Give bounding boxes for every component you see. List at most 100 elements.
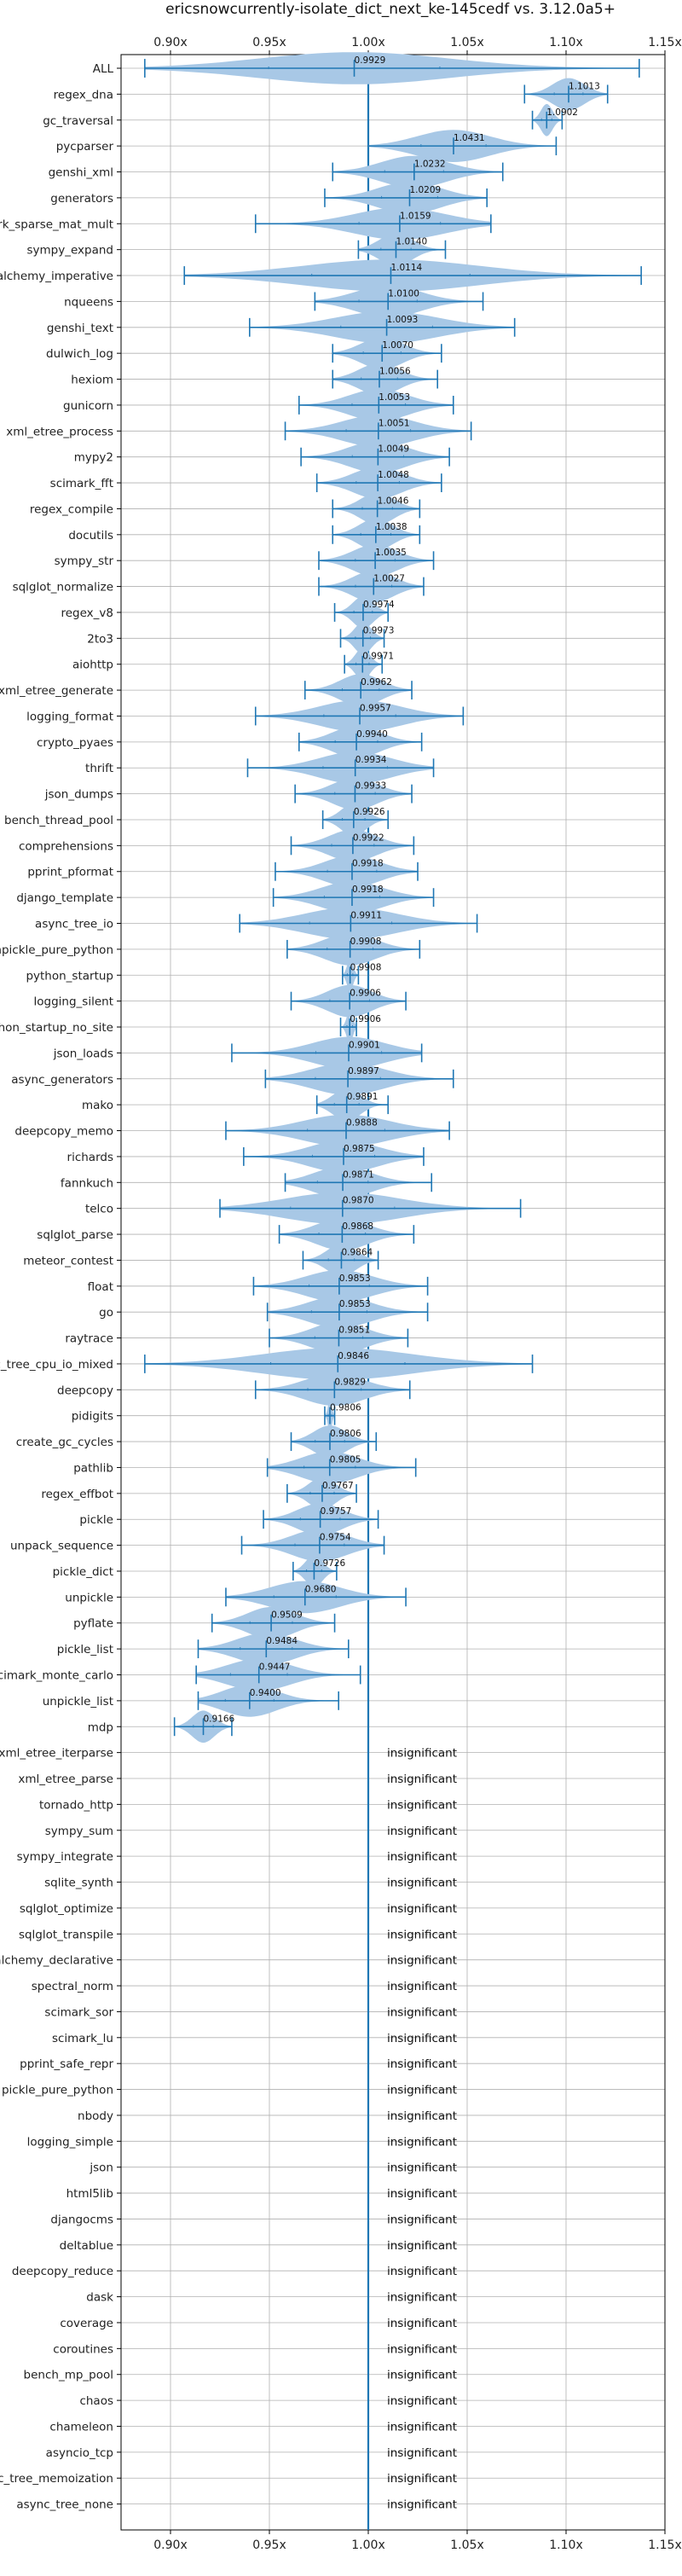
benchmark-label: xml_etree_process (6, 425, 113, 438)
label-layer: ALL regex_dna gc_traversal pycparser genshi_… (0, 55, 600, 2512)
value-label: 0.9851 (338, 1326, 370, 1336)
benchmark-label: json (89, 2161, 113, 2175)
x-tick-label-bottom: 1.00x (351, 2538, 384, 2552)
benchmark-label: nbody (78, 2109, 113, 2123)
benchmark-label: chameleon (49, 2420, 113, 2434)
value-label: 1.0051 (379, 418, 410, 428)
benchmark-label: deepcopy (57, 1384, 113, 1397)
benchmark-label: scimark_sparse_mat_mult (0, 218, 113, 231)
value-label: 0.9864 (341, 1247, 373, 1257)
value-label: 0.9957 (360, 703, 391, 713)
benchmark-label: sqlite_synth (44, 1877, 113, 1890)
benchmark-label: bench_thread_pool (4, 814, 113, 827)
benchmark-label: richards (67, 1151, 113, 1164)
insignificant-label: insignificant (387, 2109, 457, 2123)
value-label: 0.9447 (259, 1662, 291, 1672)
benchmark-label: pprint_safe_repr (20, 2057, 113, 2071)
benchmark-label: deepcopy_memo (14, 1125, 113, 1139)
benchmark-label: create_gc_cycles (16, 1436, 113, 1449)
value-label: 1.0159 (400, 211, 431, 221)
value-label: 0.9888 (346, 1118, 378, 1128)
value-label: 0.9829 (334, 1377, 366, 1387)
benchmark-label: regex_effbot (41, 1488, 113, 1501)
x-tick-label-top: 1.00x (351, 36, 384, 49)
value-label: 1.0049 (378, 444, 409, 455)
benchmark-label: regex_compile (30, 502, 113, 516)
value-label: 1.0038 (376, 522, 407, 532)
value-label: 0.9509 (271, 1610, 303, 1621)
benchmark-label: sqlglot_optimize (20, 1902, 113, 1916)
benchmark-label: deltablue (60, 2239, 113, 2253)
benchmark-label: tornado_http (39, 1798, 113, 1812)
axis-layer: 0.90x 0.90x 0.95x 0.95x 1.00x 1.00x 1.05x 1.05x… (117, 36, 682, 2552)
benchmark-label: python_startup (26, 969, 113, 983)
benchmark-label: pickle_dict (53, 1565, 113, 1579)
benchmark-label: async_tree_none (16, 2498, 113, 2512)
value-label: 0.9806 (330, 1403, 361, 1413)
value-label: 0.9891 (347, 1092, 379, 1102)
value-label: 0.9933 (355, 781, 386, 792)
value-label: 0.9484 (266, 1636, 298, 1646)
value-label: 0.9754 (320, 1533, 351, 1543)
insignificant-label: insignificant (387, 1877, 457, 1890)
insignificant-label: insignificant (387, 2135, 457, 2149)
benchmark-label: scimark_fft (50, 477, 113, 490)
benchmark-label: sqlalchemy_imperative (0, 270, 113, 283)
benchmark-label: spectral_norm (32, 1980, 113, 1993)
value-label: 0.9875 (344, 1144, 375, 1154)
benchmark-label: pathlib (73, 1461, 113, 1475)
benchmark-label: sqlglot_normalize (13, 581, 113, 595)
value-label: 0.9940 (356, 729, 388, 740)
benchmark-label: pickle_list (57, 1643, 113, 1656)
benchmark-label: json_loads (53, 1047, 113, 1060)
insignificant-label: insignificant (387, 2498, 457, 2512)
value-label: 0.9922 (353, 833, 384, 843)
benchmark-label: unpickle (65, 1591, 113, 1604)
benchmark-label: logging_simple (27, 2135, 113, 2149)
insignificant-label: insignificant (387, 2032, 457, 2045)
value-label: 1.0232 (414, 160, 446, 170)
insignificant-label: insignificant (387, 1902, 457, 1916)
benchmark-label: sympy_str (55, 554, 114, 568)
x-tick-label-bottom: 1.15x (648, 2538, 681, 2552)
benchmark-label: meteor_contest (23, 1254, 113, 1268)
insignificant-label: insignificant (387, 2187, 457, 2201)
benchmark-label: go (99, 1306, 113, 1320)
benchmark-label: xml_etree_parse (18, 1772, 113, 1786)
value-label: 0.9166 (204, 1714, 235, 1724)
value-label: 1.0093 (387, 315, 419, 325)
benchmark-label: python_startup_no_site (0, 1021, 113, 1035)
benchmark-label: sqlglot_parse (37, 1228, 113, 1242)
benchmark-label: coroutines (53, 2342, 113, 2356)
value-label: 0.9962 (361, 677, 392, 688)
value-label: 0.9918 (352, 859, 384, 869)
value-label: 1.1013 (569, 81, 600, 91)
benchmark-label: async_generators (11, 1073, 113, 1087)
value-label: 0.9870 (343, 1196, 374, 1206)
value-label: 1.0027 (373, 574, 405, 584)
benchmark-label: unpickle_pure_python (0, 943, 113, 957)
insignificant-label: insignificant (387, 1850, 457, 1864)
benchmark-label: genshi_xml (49, 166, 113, 180)
value-label: 0.9853 (339, 1299, 371, 1309)
benchmark-label: sympy_expand (26, 244, 113, 258)
value-label: 1.0209 (409, 185, 441, 195)
chart-title: ericsnowcurrently-isolate_dict_next_ke-1… (165, 1, 616, 18)
benchmark-label: unpack_sequence (10, 1540, 113, 1553)
value-label: 0.9767 (322, 1481, 354, 1491)
value-label: 1.0902 (546, 107, 578, 118)
value-label: 1.0048 (378, 470, 409, 480)
benchmark-label: raytrace (65, 1332, 113, 1346)
value-label: 0.9853 (339, 1273, 371, 1284)
benchmark-label: coverage (60, 2317, 113, 2330)
benchmark-label: scimark_lu (52, 2032, 113, 2045)
benchmark-label: async_tree_io (35, 918, 113, 931)
benchmark-label: ALL (93, 62, 114, 76)
insignificant-label: insignificant (387, 2265, 457, 2278)
insignificant-label: insignificant (387, 2394, 457, 2408)
value-label: 0.9908 (350, 937, 382, 947)
benchmark-label: regex_dna (54, 88, 113, 102)
insignificant-label: insignificant (387, 2239, 457, 2253)
value-label: 0.9400 (250, 1688, 281, 1698)
benchmark-label: djangocms (50, 2213, 113, 2226)
